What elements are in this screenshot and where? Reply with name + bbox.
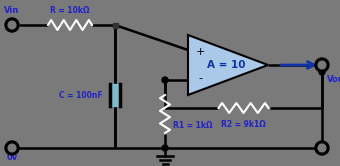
Text: Vin: Vin bbox=[4, 6, 20, 15]
Text: +: + bbox=[195, 47, 205, 57]
Circle shape bbox=[319, 69, 325, 75]
Circle shape bbox=[162, 145, 168, 151]
Circle shape bbox=[318, 61, 326, 69]
Circle shape bbox=[5, 18, 19, 32]
Bar bbox=[110, 84, 120, 106]
Polygon shape bbox=[188, 35, 268, 95]
Text: R = 10kΩ: R = 10kΩ bbox=[50, 6, 90, 15]
Text: Vout: Vout bbox=[327, 76, 340, 84]
Circle shape bbox=[162, 77, 168, 83]
Circle shape bbox=[315, 141, 329, 155]
Text: R1 = 1kΩ: R1 = 1kΩ bbox=[173, 122, 212, 130]
Circle shape bbox=[8, 21, 16, 29]
Text: R2 = 9k1Ω: R2 = 9k1Ω bbox=[221, 120, 266, 129]
Circle shape bbox=[8, 144, 16, 152]
Text: C = 100nF: C = 100nF bbox=[59, 90, 103, 99]
Bar bbox=[113, 23, 118, 28]
Text: 0v: 0v bbox=[6, 153, 18, 162]
Circle shape bbox=[318, 144, 326, 152]
Circle shape bbox=[315, 58, 329, 72]
Circle shape bbox=[5, 141, 19, 155]
Text: A = 10: A = 10 bbox=[207, 60, 245, 70]
Text: -: - bbox=[198, 73, 202, 83]
